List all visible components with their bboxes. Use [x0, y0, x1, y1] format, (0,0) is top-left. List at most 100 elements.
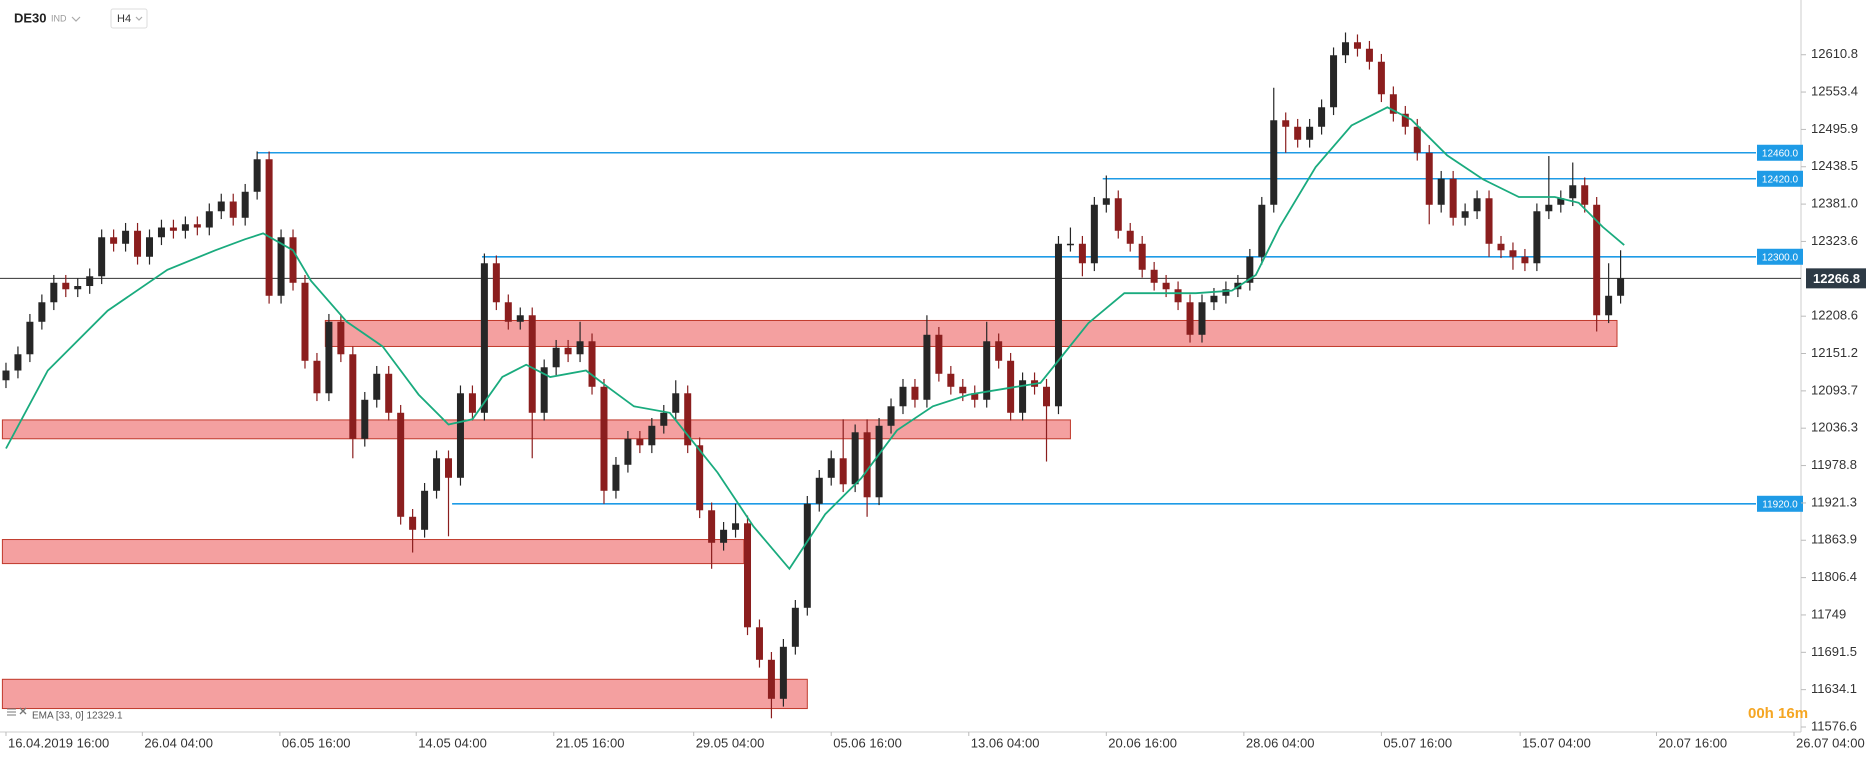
x-tick-label: 20.06 16:00	[1108, 735, 1177, 750]
candles	[2, 32, 1625, 719]
candle-body	[612, 464, 620, 491]
x-tick-label: 20.07 16:00	[1658, 735, 1727, 750]
candle-body	[337, 321, 345, 355]
price-level-label: 12420.0	[1762, 174, 1799, 185]
candle-body	[1007, 360, 1015, 413]
candle-body	[744, 523, 752, 628]
indicator-menu-icon[interactable]	[7, 708, 16, 716]
candle-body	[1102, 198, 1110, 205]
price-level-box	[1757, 144, 1803, 161]
candle-body	[660, 412, 668, 426]
candle-body	[588, 341, 596, 387]
candle-body	[1078, 243, 1086, 264]
candle-body	[1246, 256, 1254, 283]
candle-body	[863, 432, 871, 498]
y-tick-label: 11749	[1811, 606, 1846, 621]
levels: 12460.0 12420.0 12300.0 11920.0	[0, 144, 1803, 512]
support-resistance-zone	[1, 539, 745, 565]
candle-body	[935, 334, 943, 374]
candle-body	[122, 230, 130, 244]
candle-body	[1174, 289, 1182, 303]
candle-body	[600, 386, 608, 491]
toolbar: DE30 IND H4	[14, 8, 148, 29]
candle-body	[803, 503, 811, 608]
candle-body	[1198, 302, 1206, 335]
candle-body	[1581, 185, 1589, 205]
candle-body	[1569, 185, 1577, 199]
x-tick-label: 06.05 16:00	[282, 735, 351, 750]
candle-body	[409, 516, 417, 530]
candle-body	[1413, 126, 1421, 153]
candle-body	[684, 393, 692, 446]
candle-body	[1485, 198, 1493, 244]
candle-body	[947, 373, 955, 387]
candle-body	[1533, 211, 1541, 264]
dropdown-caret[interactable]	[71, 16, 81, 22]
timeframe-box[interactable]	[110, 8, 148, 29]
candle-body	[1282, 120, 1290, 127]
price-level-box	[1757, 248, 1803, 265]
candle-body	[86, 276, 94, 287]
x-tick-label: 26.07 04:00	[1796, 735, 1865, 750]
candle-body	[492, 263, 500, 303]
candle-body	[1054, 243, 1062, 407]
ema-label: EMA [33, 0] 12329.1	[32, 711, 123, 722]
x-tick-label: 26.04 04:00	[144, 735, 213, 750]
candle-body	[2, 370, 10, 381]
candle-body	[1318, 107, 1326, 127]
candle-body	[301, 282, 309, 361]
candle-timer: 00h 16m	[1748, 705, 1808, 722]
candle-body	[528, 315, 536, 413]
candle-body	[38, 302, 46, 322]
candle-body	[1210, 295, 1218, 303]
y-tick-label: 12495.9	[1811, 121, 1858, 136]
symbol[interactable]: DE30	[14, 10, 47, 25]
candle-body	[1593, 204, 1601, 316]
candle-body	[1389, 94, 1397, 114]
candle-body	[696, 445, 704, 511]
candle-body	[875, 425, 883, 498]
candle-body	[564, 347, 572, 355]
timeframe[interactable]: H4	[117, 13, 131, 25]
candle-body	[134, 230, 142, 257]
candle-body	[911, 386, 919, 400]
candle-body	[779, 646, 787, 699]
support-resistance-zone	[1, 419, 1071, 440]
candle-body	[480, 263, 488, 413]
candle-body	[959, 386, 967, 394]
candle-body	[313, 360, 321, 394]
candle-body	[325, 321, 333, 394]
candle-body	[1294, 126, 1302, 140]
axes: 12610.8 12553.4 12495.9 12438.5 12381.0 12323…	[5, 46, 1866, 750]
candle-body	[277, 237, 285, 296]
y-tick-label: 12093.7	[1811, 382, 1858, 397]
ema-line	[5, 106, 1625, 571]
candle-body	[1521, 256, 1529, 264]
candle-body	[373, 373, 381, 400]
candle-body	[62, 282, 70, 290]
y-tick-label: 12610.8	[1811, 46, 1858, 61]
candle-body	[708, 510, 716, 543]
candle-body	[1377, 61, 1385, 95]
candle-body	[971, 393, 979, 400]
indicator-legend: EMA [33, 0] 12329.1	[7, 707, 123, 722]
candle-body	[1425, 152, 1433, 205]
candle-body	[26, 321, 34, 355]
indicator-close-icon[interactable]	[19, 707, 27, 715]
candle-body	[624, 438, 632, 465]
candle-body	[433, 458, 441, 491]
candle-body	[983, 341, 991, 400]
candle-body	[1162, 282, 1170, 290]
candle-body	[552, 347, 560, 368]
y-tick-label: 12208.6	[1811, 308, 1858, 323]
x-tick-label: 05.07 16:00	[1383, 735, 1452, 750]
candle-body	[289, 237, 297, 283]
candle-body	[110, 237, 118, 244]
candle-body	[1090, 204, 1098, 264]
candle-body	[1114, 198, 1122, 231]
candle-body	[755, 627, 763, 660]
candle-body	[1270, 120, 1278, 205]
candle-body	[827, 458, 835, 478]
candle-body	[456, 393, 464, 478]
